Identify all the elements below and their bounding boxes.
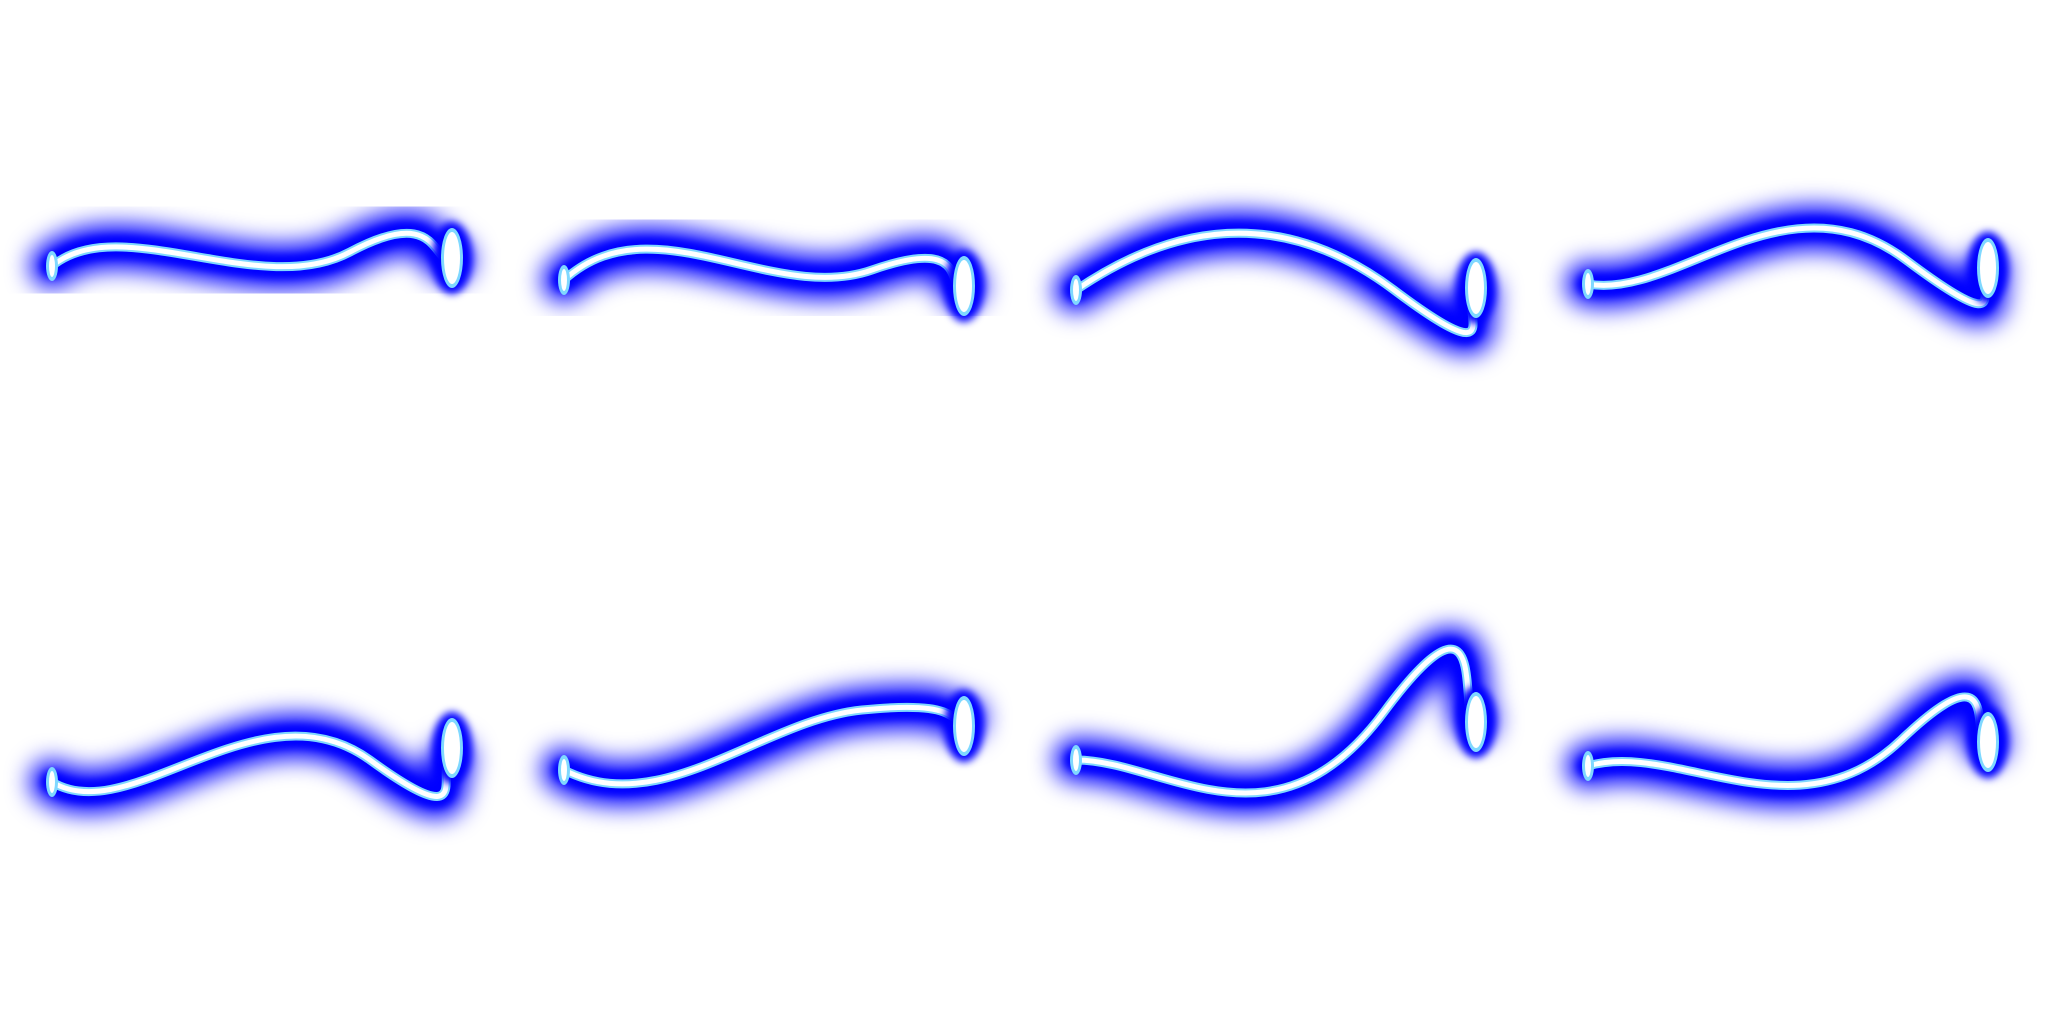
wave-end-node xyxy=(444,232,460,284)
wave-end-node xyxy=(956,700,972,752)
wave-start-node-core xyxy=(1073,749,1079,771)
wave-core xyxy=(1073,646,1479,796)
wave-start-node-core xyxy=(1073,279,1079,301)
wave-frame-5 xyxy=(30,712,474,819)
wave-end-node xyxy=(1468,262,1484,314)
wave-frame-1 xyxy=(30,211,474,294)
wave-start-node-core xyxy=(49,771,55,793)
wave-start-node-core xyxy=(1585,755,1591,777)
wave-frame-6 xyxy=(542,685,986,806)
frames-layer xyxy=(30,206,2010,819)
wave-start-node-core xyxy=(1585,273,1591,295)
wave-frame-3 xyxy=(1054,211,1498,355)
wave-frame-7 xyxy=(1054,627,1498,816)
wave-frame-8 xyxy=(1566,675,2010,808)
wave-start-node-core xyxy=(561,269,567,291)
wave-start-node-core xyxy=(49,255,55,277)
wave-end-node xyxy=(1980,242,1996,294)
wave-end-node xyxy=(1468,696,1484,748)
wave-frame-2 xyxy=(542,227,986,322)
wave-start-node-core xyxy=(561,759,567,781)
wave-end-node xyxy=(956,260,972,312)
wave-frame-4 xyxy=(1566,206,2010,326)
wave-end-node xyxy=(1980,716,1996,768)
wave-end-node xyxy=(444,722,460,774)
